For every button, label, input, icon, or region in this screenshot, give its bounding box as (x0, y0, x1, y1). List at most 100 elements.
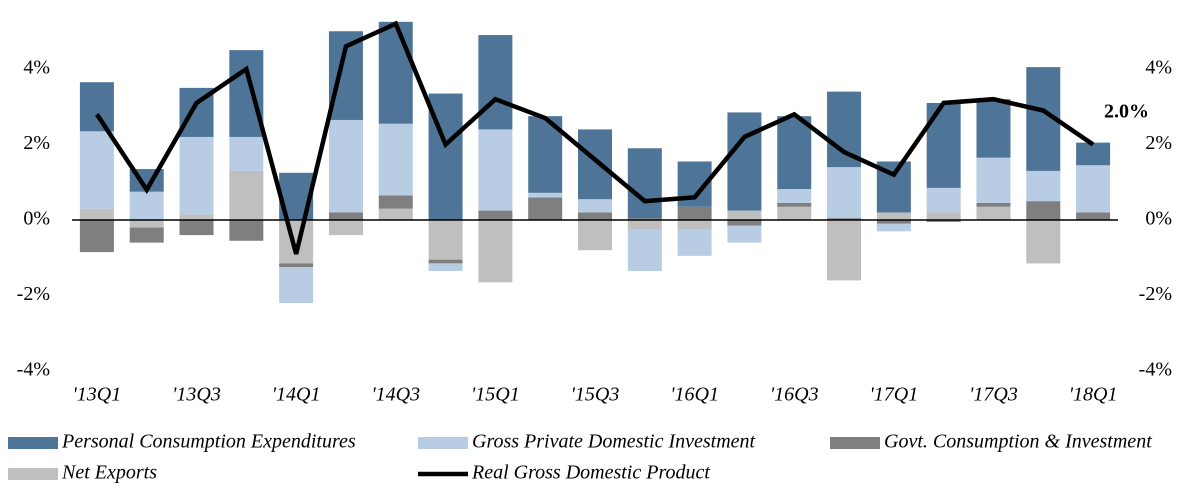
bar-segment (279, 220, 314, 264)
bar-segment (279, 267, 314, 304)
bar-segment (727, 112, 762, 211)
bar-segment (827, 220, 862, 281)
bar-segment (777, 206, 812, 220)
bar-segment (1026, 201, 1061, 220)
bar-segment (827, 91, 862, 168)
x-tick-label: '14Q3 (371, 384, 420, 406)
y2-tick-label: -4% (1139, 359, 1172, 381)
y-tick-label: -2% (17, 283, 50, 305)
bar-segment (727, 210, 762, 220)
bar-segment (976, 157, 1011, 204)
bar-segment (179, 136, 214, 215)
legend-swatch (418, 437, 468, 449)
bar-segment (478, 35, 513, 130)
bar-segment (876, 220, 911, 224)
legend-label: Net Exports (61, 462, 157, 484)
legend-label: Govt. Consumption & Investment (884, 431, 1152, 453)
x-tick-label: '16Q1 (670, 384, 719, 406)
bar-segment (627, 218, 662, 220)
bar-segment (1076, 212, 1111, 220)
bar-segment (827, 218, 862, 220)
bar-segment (328, 119, 363, 213)
x-tick-label: '17Q1 (869, 384, 918, 406)
y2-tick-label: 4% (1145, 57, 1172, 79)
bar-segment (677, 220, 712, 230)
bar-segment (976, 203, 1011, 207)
bar-segment (229, 220, 264, 241)
bar-segment (378, 21, 413, 124)
bar-segment (1026, 220, 1061, 264)
bar-segment (478, 129, 513, 211)
bar-segment (378, 123, 413, 196)
bar-segment (1026, 170, 1061, 202)
bar-segment (179, 220, 214, 236)
y-tick-label: 4% (23, 57, 50, 79)
bar-segment (279, 263, 314, 268)
y2-tick-label: -2% (1139, 283, 1172, 305)
bar-segment (677, 206, 712, 220)
x-tick-label: '15Q1 (471, 384, 520, 406)
x-tick-label: '13Q3 (172, 384, 221, 406)
bar-segment (976, 206, 1011, 220)
bar-segment (578, 199, 612, 213)
bar-segment (1076, 165, 1111, 213)
bar-segment (827, 167, 862, 219)
y-tick-label: 2% (23, 132, 50, 154)
bar-segment (876, 212, 911, 220)
bar-segment (229, 170, 264, 220)
bar-segment (926, 212, 961, 220)
bar-segment (727, 225, 762, 243)
line-series (95, 20, 1095, 255)
bar-segment (478, 210, 513, 220)
bar-segment (79, 82, 114, 132)
bar-segment (79, 220, 114, 253)
x-tick-label: '14Q1 (272, 384, 321, 406)
x-tick-label: '16Q3 (770, 384, 819, 406)
y-tick-label: 0% (23, 208, 50, 230)
bar-segment (328, 220, 363, 236)
legend-label: Real Gross Domestic Product (471, 462, 710, 484)
bar-segment (428, 220, 463, 260)
bar-segment (129, 227, 164, 243)
y-tick-label: -4% (17, 359, 50, 381)
bar-segment (578, 212, 612, 220)
bar-segment (428, 259, 463, 264)
bar-segment (926, 102, 961, 188)
bar-segment (478, 220, 513, 283)
bar-segment (777, 203, 812, 207)
bar-segment (578, 129, 612, 200)
bar-segment (677, 229, 712, 256)
bar-segment (428, 263, 463, 271)
bar-segment (528, 197, 563, 220)
bar-segment (926, 187, 961, 213)
bar-segment (578, 220, 612, 251)
legend-swatch (8, 437, 58, 449)
bar-segment (229, 136, 264, 171)
bar-segment (129, 220, 164, 228)
bar-segment (876, 223, 911, 232)
bar-segment (528, 192, 563, 198)
bar-segment (926, 220, 961, 222)
bar-segment (777, 189, 812, 204)
bar-segment (328, 212, 363, 220)
y2-tick-label: 2% (1145, 132, 1172, 154)
bar-segment (1076, 142, 1111, 166)
bar-segment (129, 191, 164, 220)
bar-segment (79, 131, 114, 209)
y2-tick-label: 0% (1145, 208, 1172, 230)
legend-swatch (8, 468, 58, 480)
bar-segment (229, 50, 264, 137)
bar-segment (79, 208, 114, 220)
bar-segment (627, 229, 662, 271)
bar-segment (627, 148, 662, 219)
bar-segment (179, 214, 214, 220)
legend-swatch (830, 437, 880, 449)
x-tick-label: '13Q1 (73, 384, 122, 406)
bar-segment (627, 220, 662, 230)
legend-label: Personal Consumption Expenditures (61, 431, 356, 453)
bar-segment (378, 208, 413, 220)
x-tick-label: '15Q3 (571, 384, 620, 406)
x-tick-label: '18Q1 (1069, 384, 1118, 406)
legend-label: Gross Private Domestic Investment (472, 431, 756, 453)
